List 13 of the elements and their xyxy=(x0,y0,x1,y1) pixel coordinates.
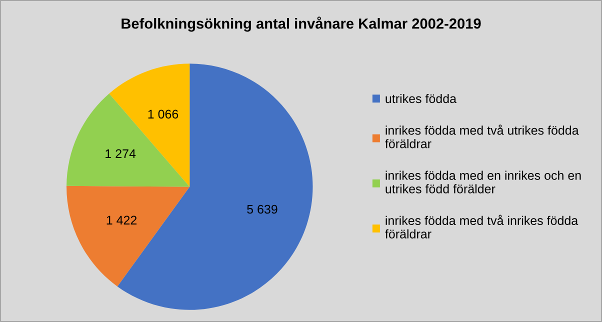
data-label: 5 639 xyxy=(247,204,278,214)
legend-label: inrikes födda med en inrikes och en utrikes född förälder xyxy=(386,170,581,194)
legend-label: inrikes födda med två utrikes födda föräldrar xyxy=(385,124,579,148)
legend-label: utrikes födda xyxy=(386,94,457,104)
data-label: 1 274 xyxy=(106,149,136,158)
legend-label: inrikes födda med två inrikes födda föräldrar xyxy=(385,214,578,238)
chart-title: Befolkningsökning antal invånare Kalmar 2002-2019 xyxy=(122,16,481,32)
pie-slice xyxy=(66,94,190,187)
data-label: 1 422 xyxy=(106,216,137,224)
pie-slice xyxy=(117,64,313,310)
pie-slice xyxy=(109,64,190,187)
data-label: 1 066 xyxy=(148,110,178,119)
pie-slice xyxy=(66,186,190,286)
